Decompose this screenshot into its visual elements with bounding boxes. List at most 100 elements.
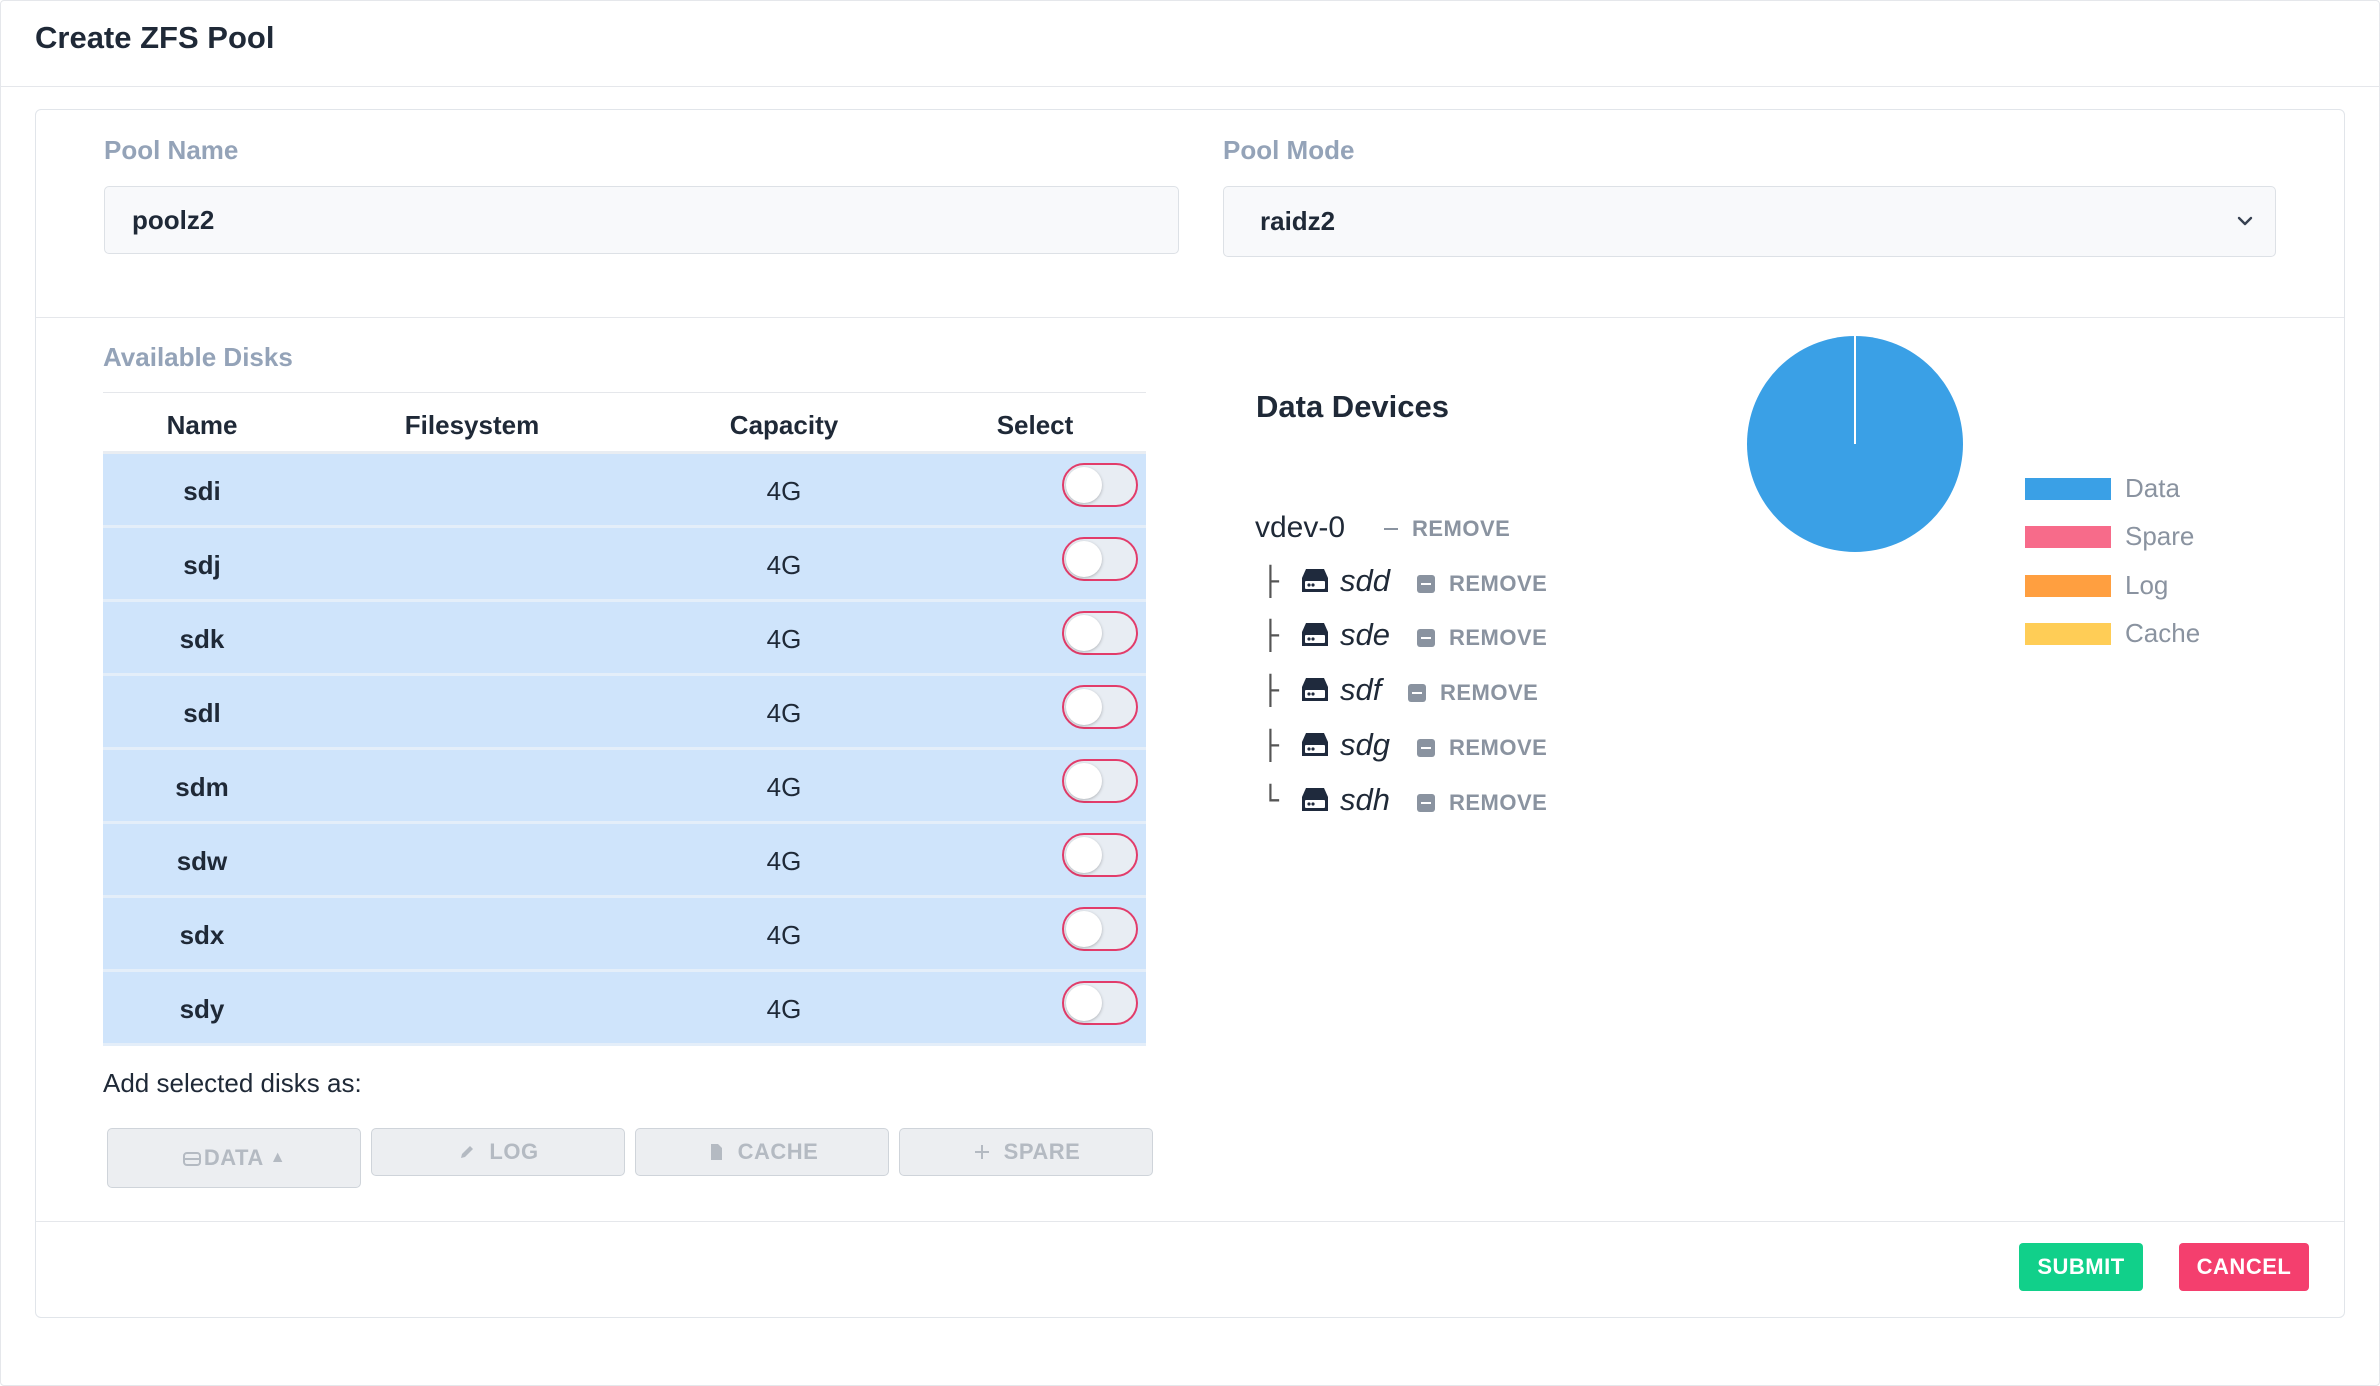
remove-disk-button[interactable]: REMOVE bbox=[1417, 625, 1547, 651]
hard-drive-icon bbox=[1302, 569, 1328, 592]
disk-capacity: 4G bbox=[766, 698, 802, 728]
remove-disk-button[interactable]: REMOVE bbox=[1417, 790, 1547, 816]
tree-branch: └ bbox=[1262, 783, 1279, 817]
toggle-knob bbox=[1066, 911, 1102, 947]
table-row: sdk 4G bbox=[103, 602, 1146, 676]
section-divider bbox=[36, 317, 2344, 318]
minus-box-icon bbox=[1417, 575, 1435, 593]
disk-name: sdy bbox=[179, 994, 225, 1024]
vdev-disk-item: └ sdh bbox=[1262, 782, 1390, 818]
remove-disk-button[interactable]: REMOVE bbox=[1417, 735, 1547, 761]
disk-name: sdm bbox=[175, 772, 229, 802]
tree-branch: ├ bbox=[1262, 564, 1279, 598]
disk-name: sdw bbox=[176, 846, 228, 876]
table-row: sdw 4G bbox=[103, 824, 1146, 898]
toggle-knob bbox=[1066, 541, 1102, 577]
toggle-knob bbox=[1066, 689, 1102, 725]
caret-up-icon: ▲ bbox=[269, 1149, 287, 1166]
legend-swatch bbox=[2025, 622, 2111, 645]
legend-item: Cache bbox=[2025, 618, 2200, 649]
select-toggle[interactable] bbox=[1062, 611, 1138, 655]
submit-button[interactable]: SUBMIT bbox=[2019, 1243, 2143, 1291]
select-toggle[interactable] bbox=[1062, 907, 1138, 951]
spare-button-label: SPARE bbox=[1003, 1139, 1081, 1164]
tree-branch: ├ bbox=[1262, 618, 1279, 652]
table-row: sdx 4G bbox=[103, 898, 1146, 972]
disk-name: sdk bbox=[179, 624, 225, 654]
legend-item: Spare bbox=[2025, 521, 2194, 552]
disk-capacity: 4G bbox=[766, 920, 802, 950]
hard-drive-icon bbox=[1302, 623, 1328, 646]
legend-swatch bbox=[2025, 477, 2111, 500]
chevron-down-icon bbox=[2237, 216, 2253, 226]
add-as-spare-button[interactable]: SPARE bbox=[899, 1128, 1153, 1176]
remove-disk-label: REMOVE bbox=[1449, 625, 1548, 650]
col-select: Select bbox=[996, 410, 1074, 440]
disk-name: sdx bbox=[179, 920, 225, 950]
disk-capacity: 4G bbox=[766, 624, 802, 654]
remove-vdev-label: REMOVE bbox=[1412, 516, 1511, 541]
legend-label: Log bbox=[2125, 570, 2169, 600]
plus-icon bbox=[974, 1145, 989, 1159]
col-capacity: Capacity bbox=[729, 410, 839, 440]
hard-drive-icon bbox=[1302, 733, 1328, 756]
select-toggle[interactable] bbox=[1062, 463, 1138, 507]
legend-item: Log bbox=[2025, 570, 2168, 601]
legend-label: Data bbox=[2125, 473, 2180, 503]
vdev-name: vdev-0 bbox=[1255, 511, 1346, 544]
pool-name-input[interactable]: poolz2 bbox=[104, 186, 1179, 254]
select-toggle[interactable] bbox=[1062, 981, 1138, 1025]
pool-mode-value: raidz2 bbox=[1260, 206, 1336, 236]
vdev-disk-name: sde bbox=[1340, 617, 1390, 652]
disk-name: sdi bbox=[183, 476, 221, 506]
disk-capacity: 4G bbox=[766, 772, 802, 802]
toggle-knob bbox=[1066, 467, 1102, 503]
dialog-title: Create ZFS Pool bbox=[35, 20, 275, 55]
data-devices-title: Data Devices bbox=[1256, 389, 1450, 424]
select-toggle[interactable] bbox=[1062, 833, 1138, 877]
cancel-button[interactable]: CANCEL bbox=[2179, 1243, 2309, 1291]
disk-name: sdj bbox=[183, 550, 221, 580]
tree-branch: ├ bbox=[1262, 728, 1279, 762]
available-disks-title: Available Disks bbox=[103, 342, 293, 372]
add-selected-label: Add selected disks as: bbox=[103, 1068, 362, 1098]
remove-disk-label: REMOVE bbox=[1449, 735, 1548, 760]
disk-capacity: 4G bbox=[766, 476, 802, 506]
vdev-disk-name: sdf bbox=[1340, 672, 1382, 707]
add-as-data-button[interactable]: DATA ▲ bbox=[107, 1128, 361, 1188]
disk-icon bbox=[182, 1152, 201, 1166]
disk-capacity: 4G bbox=[766, 846, 802, 876]
remove-disk-label: REMOVE bbox=[1449, 790, 1548, 815]
vdev-disk-name: sdh bbox=[1340, 782, 1390, 817]
table-row: sdm 4G bbox=[103, 750, 1146, 824]
vdev-disk-item: ├ sde bbox=[1262, 617, 1390, 653]
select-toggle[interactable] bbox=[1062, 759, 1138, 803]
available-disks-table: Name Filesystem Capacity Select sdi 4G sdj… bbox=[103, 392, 1146, 1046]
vdev-disk-item: ├ sdd bbox=[1262, 563, 1390, 599]
remove-disk-button[interactable]: REMOVE bbox=[1408, 680, 1538, 706]
legend-label: Spare bbox=[2125, 521, 2195, 551]
add-as-log-button[interactable]: LOG bbox=[371, 1128, 625, 1176]
col-name: Name bbox=[166, 410, 238, 440]
cancel-label: CANCEL bbox=[2196, 1254, 2292, 1279]
pool-name-value: poolz2 bbox=[132, 204, 215, 235]
remove-vdev-button[interactable]: REMOVE bbox=[1384, 516, 1510, 542]
minus-box-icon bbox=[1408, 684, 1426, 702]
select-toggle[interactable] bbox=[1062, 537, 1138, 581]
table-row: sdy 4G bbox=[103, 972, 1146, 1046]
toggle-knob bbox=[1066, 837, 1102, 873]
add-as-cache-button[interactable]: CACHE bbox=[635, 1128, 889, 1176]
table-row: sdi 4G bbox=[103, 454, 1146, 528]
legend-label: Cache bbox=[2125, 618, 2201, 648]
remove-disk-button[interactable]: REMOVE bbox=[1417, 571, 1547, 597]
pool-name-label: Pool Name bbox=[104, 135, 239, 165]
col-filesystem: Filesystem bbox=[404, 410, 540, 440]
select-toggle[interactable] bbox=[1062, 685, 1138, 729]
data-button-label: DATA bbox=[203, 1145, 264, 1170]
vdev-disk-name: sdd bbox=[1340, 563, 1390, 598]
disk-capacity: 4G bbox=[766, 994, 802, 1024]
pool-mode-select[interactable]: raidz2 bbox=[1223, 186, 2276, 257]
table-header: Name Filesystem Capacity Select bbox=[103, 392, 1146, 454]
minus-box-icon bbox=[1417, 629, 1435, 647]
disk-capacity: 4G bbox=[766, 550, 802, 580]
